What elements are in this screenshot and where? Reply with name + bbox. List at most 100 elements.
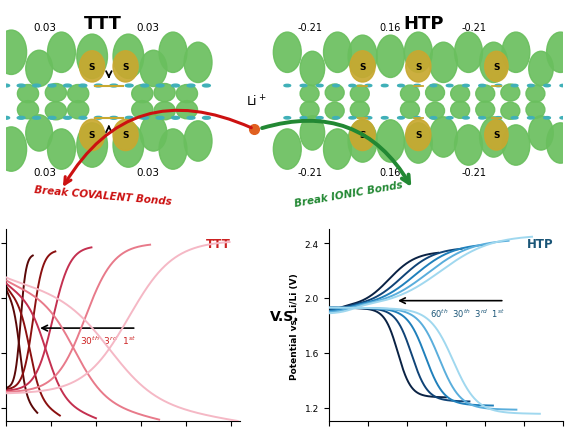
Circle shape [203,85,211,88]
Circle shape [495,117,502,120]
Circle shape [187,117,195,120]
Circle shape [512,85,518,88]
Ellipse shape [430,43,457,83]
Circle shape [172,85,179,88]
Ellipse shape [405,123,432,164]
Ellipse shape [529,117,553,150]
Ellipse shape [273,33,301,73]
Circle shape [110,85,118,88]
Circle shape [94,85,102,88]
Ellipse shape [77,35,108,79]
Ellipse shape [348,36,377,78]
Text: -0.21: -0.21 [297,23,322,33]
Text: HTP: HTP [403,15,444,33]
Ellipse shape [350,52,375,83]
Text: S: S [493,131,500,140]
Ellipse shape [140,51,167,87]
Text: -0.21: -0.21 [297,168,322,178]
Text: -0.21: -0.21 [461,23,486,33]
Ellipse shape [47,129,75,170]
Circle shape [430,85,437,88]
Circle shape [300,85,307,88]
Ellipse shape [325,85,344,102]
Circle shape [398,117,405,120]
Ellipse shape [47,33,75,73]
Ellipse shape [113,35,144,79]
Circle shape [48,117,56,120]
Circle shape [512,117,518,120]
Ellipse shape [529,52,553,86]
Text: TTT: TTT [206,237,231,250]
Ellipse shape [426,85,444,102]
Circle shape [32,117,40,120]
Circle shape [125,85,133,88]
Ellipse shape [451,102,469,119]
Ellipse shape [154,84,175,102]
Ellipse shape [430,117,457,158]
Text: S: S [122,63,129,72]
Circle shape [527,117,534,120]
Circle shape [94,117,102,120]
Circle shape [2,117,10,120]
Text: V.S.: V.S. [270,309,299,323]
Ellipse shape [405,33,432,73]
Text: S: S [89,131,96,140]
Ellipse shape [547,123,569,164]
Ellipse shape [77,123,108,168]
Circle shape [316,117,323,120]
Text: Break IONIC Bonds: Break IONIC Bonds [294,180,403,209]
Circle shape [381,85,388,88]
Ellipse shape [154,102,175,120]
Text: 30$^{th}$  3$^{rd}$  1$^{st}$: 30$^{th}$ 3$^{rd}$ 1$^{st}$ [80,334,137,346]
Ellipse shape [502,33,530,73]
Text: S: S [493,63,500,72]
Ellipse shape [480,117,508,158]
Circle shape [48,85,56,88]
Text: S: S [122,131,129,140]
Ellipse shape [300,102,319,119]
Circle shape [479,85,485,88]
Text: S: S [415,63,422,72]
Circle shape [479,117,485,120]
Text: 0.03: 0.03 [137,168,159,178]
Text: S: S [359,131,366,140]
Ellipse shape [26,116,52,152]
Circle shape [333,117,339,120]
Ellipse shape [0,128,27,172]
Ellipse shape [184,122,212,162]
Ellipse shape [140,116,167,152]
Text: S: S [89,63,96,72]
Ellipse shape [451,86,469,103]
Ellipse shape [46,102,67,120]
Ellipse shape [455,33,483,73]
Ellipse shape [502,126,530,166]
Ellipse shape [113,52,138,83]
Circle shape [300,117,307,120]
FancyArrowPatch shape [65,111,251,184]
Ellipse shape [350,120,375,151]
Ellipse shape [176,101,197,120]
Circle shape [560,85,567,88]
Text: 60$^{th}$  30$^{th}$  3$^{rd}$  1$^{st}$: 60$^{th}$ 30$^{th}$ 3$^{rd}$ 1$^{st}$ [430,307,505,319]
Circle shape [463,85,469,88]
Circle shape [203,117,211,120]
Text: HTP: HTP [527,237,554,250]
Text: 0.03: 0.03 [33,23,56,33]
Ellipse shape [18,101,39,120]
Ellipse shape [159,33,187,73]
Circle shape [398,85,405,88]
Text: TTT: TTT [84,15,122,33]
Ellipse shape [406,52,431,83]
Circle shape [365,117,372,120]
Ellipse shape [426,103,444,120]
Circle shape [172,117,179,120]
Circle shape [349,85,356,88]
Circle shape [544,117,550,120]
Circle shape [316,85,323,88]
Circle shape [32,85,40,88]
Ellipse shape [68,101,89,120]
Circle shape [156,117,164,120]
Ellipse shape [113,123,144,168]
Ellipse shape [526,102,545,119]
Ellipse shape [485,52,508,82]
